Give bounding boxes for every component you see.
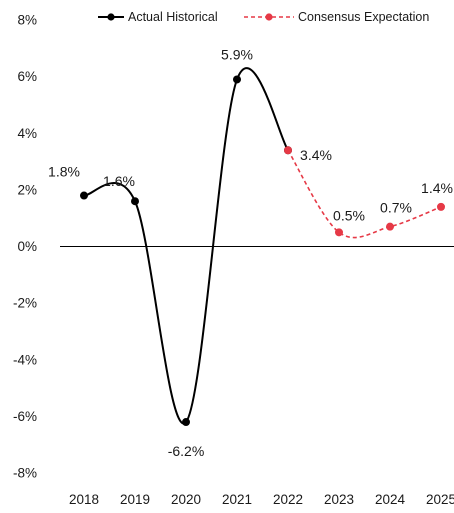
legend-marker-actual (107, 13, 114, 20)
y-tick-label: 4% (17, 126, 37, 141)
y-tick-label: -8% (13, 466, 37, 481)
data-label-consensus: 0.5% (333, 207, 365, 223)
series-line-actual (84, 68, 288, 423)
data-point-consensus (335, 228, 343, 236)
data-label-consensus: 1.4% (421, 180, 453, 196)
data-label-actual: 1.8% (48, 164, 80, 180)
data-point-actual (182, 418, 190, 426)
y-tick-label: -4% (13, 352, 37, 367)
data-label-actual: 3.4% (300, 147, 332, 163)
x-tick-label: 2020 (171, 492, 201, 507)
y-tick-label: -2% (13, 296, 37, 311)
data-label-consensus: 0.7% (380, 200, 412, 216)
series-line-consensus (288, 150, 441, 237)
data-point-actual (80, 192, 88, 200)
legend-marker-consensus (265, 13, 272, 20)
x-tick-label: 2023 (324, 492, 354, 507)
data-point-actual (233, 75, 241, 83)
data-labels: 1.8% 1.6% -6.2% 5.9% 3.4% 0.5% 0.7% 1.4% (48, 46, 453, 459)
x-tick-label: 2021 (222, 492, 252, 507)
x-tick-label: 2024 (375, 492, 406, 507)
data-label-actual: -6.2% (168, 443, 205, 459)
legend-label-consensus: Consensus Expectation (298, 10, 429, 24)
y-tick-label: 6% (17, 69, 37, 84)
legend: Actual Historical Consensus Expectation (98, 10, 429, 24)
data-points (80, 75, 445, 426)
x-tick-label: 2022 (273, 492, 303, 507)
y-tick-label: 8% (17, 13, 37, 28)
y-tick-label: 0% (17, 239, 37, 254)
y-axis-ticks: 8% 6% 4% 2% 0% -2% -4% -6% -8% (13, 13, 37, 481)
data-point-consensus (386, 223, 394, 231)
y-tick-label: -6% (13, 409, 37, 424)
data-point-actual (131, 197, 139, 205)
data-point-consensus (284, 146, 292, 154)
data-label-actual: 1.6% (103, 173, 135, 189)
legend-label-actual: Actual Historical (128, 10, 218, 24)
x-tick-label: 2018 (69, 492, 99, 507)
x-axis-ticks: 2018 2019 2020 2021 2022 2023 2024 2025 (69, 492, 454, 507)
x-tick-label: 2025 (426, 492, 454, 507)
data-point-consensus (437, 203, 445, 211)
data-label-actual: 5.9% (221, 46, 253, 62)
y-tick-label: 2% (17, 182, 37, 197)
x-tick-label: 2019 (120, 492, 150, 507)
